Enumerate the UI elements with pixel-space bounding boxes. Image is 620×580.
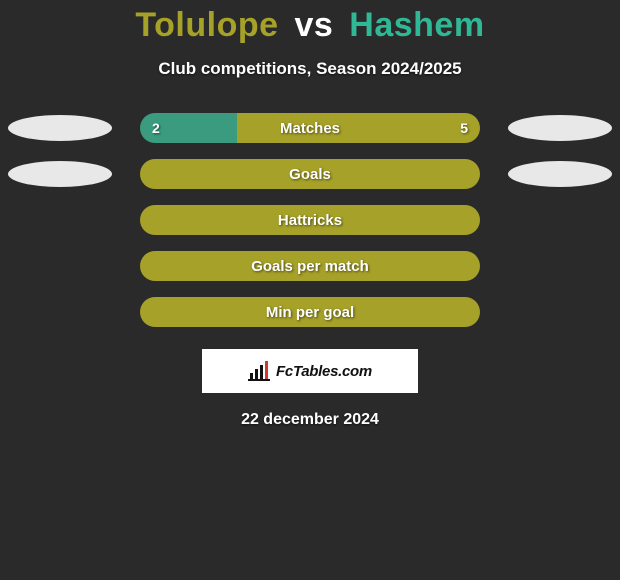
stat-label: Goals [140,159,480,189]
title-player1: Tolulope [135,6,278,44]
stat-label: Min per goal [140,297,480,327]
stat-row: Goals [0,159,620,189]
title-vs: vs [295,6,334,44]
stat-label: Matches [140,113,480,143]
player1-value-ellipse [8,115,112,141]
stat-bar: Min per goal [140,297,480,327]
stat-row: 25Matches [0,113,620,143]
player2-value-ellipse [508,115,612,141]
comparison-card: Tolulope vs Hashem Club competitions, Se… [0,0,620,580]
stat-bar: Goals per match [140,251,480,281]
subtitle: Club competitions, Season 2024/2025 [0,59,620,79]
date-label: 22 december 2024 [0,411,620,429]
title-player2: Hashem [349,6,484,44]
bars-icon [248,361,270,381]
source-badge[interactable]: FcTables.com [202,349,418,393]
comparison-title: Tolulope vs Hashem [0,6,620,45]
source-badge-text: FcTables.com [276,363,372,380]
stat-row: Hattricks [0,205,620,235]
stat-bar: 25Matches [140,113,480,143]
player1-value-ellipse [8,161,112,187]
stat-label: Goals per match [140,251,480,281]
player2-value-ellipse [508,161,612,187]
stat-bar: Goals [140,159,480,189]
stat-bar: Hattricks [140,205,480,235]
stat-row: Min per goal [0,297,620,327]
stat-rows: 25Matches Goals Hattricks Goals per match Mi… [0,113,620,327]
stat-label: Hattricks [140,205,480,235]
stat-row: Goals per match [0,251,620,281]
